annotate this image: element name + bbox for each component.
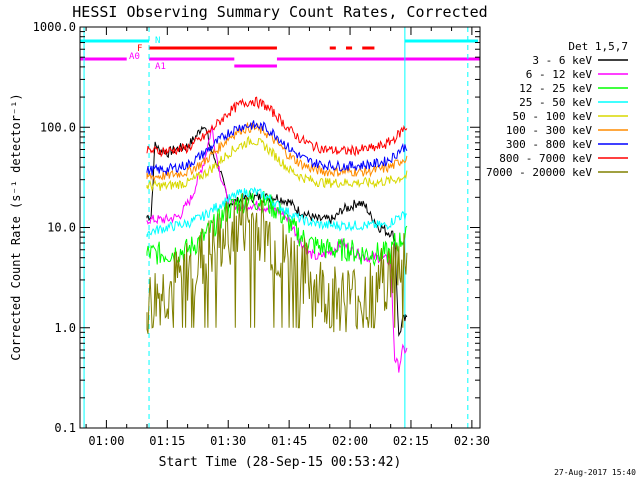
x-axis-label: Start Time (28-Sep-15 00:53:42) (159, 455, 402, 470)
series-line-3-6-kev (146, 125, 408, 338)
x-tick-label: 01:45 (271, 434, 307, 448)
legend-label: 12 - 25 keV (519, 82, 592, 95)
timestamp: 27-Aug-2017 15:40 (554, 468, 636, 477)
chart-title: HESSI Observing Summary Count Rates, Cor… (72, 3, 487, 21)
legend-label: 6 - 12 keV (526, 68, 593, 81)
series-line-12-25-kev (146, 190, 408, 267)
y-tick-label: 0.1 (54, 421, 76, 435)
x-tick-label: 01:30 (210, 434, 246, 448)
timebar-label-a1: A1 (155, 62, 166, 72)
legend-label: 7000 - 20000 keV (486, 166, 592, 179)
legend-title: Det 1,5,7 (568, 40, 628, 53)
series-line-300-800-kev (146, 120, 408, 176)
plot-frame (79, 26, 481, 429)
timebar-label-f: F (137, 44, 142, 54)
legend-label: 25 - 50 keV (519, 96, 592, 109)
series-line-7000-20000-kev (146, 192, 408, 334)
x-tick-label: 02:00 (332, 434, 368, 448)
legend-label: 100 - 300 keV (506, 124, 592, 137)
legend-label: 3 - 6 keV (532, 54, 592, 67)
x-tick-label: 02:15 (393, 434, 429, 448)
legend-label: 300 - 800 keV (506, 138, 592, 151)
legend-label: 50 - 100 keV (513, 110, 593, 123)
series-line-25-50-kev (146, 186, 408, 238)
series-line-800-7000-kev (146, 96, 408, 158)
series-line-50-100-kev (146, 135, 408, 192)
timebar-label-n: N (155, 36, 160, 46)
timebar-label-a0: A0 (129, 52, 140, 62)
x-tick-label: 02:30 (454, 434, 490, 448)
y-tick-label: 10.0 (47, 221, 76, 235)
y-tick-label: 100.0 (40, 120, 76, 134)
x-tick-label: 01:15 (149, 434, 185, 448)
y-tick-label: 1000.0 (33, 20, 76, 34)
y-axis-label: Corrected Count Rate (s⁻¹ detector⁻¹) (9, 93, 23, 360)
x-tick-label: 01:00 (88, 434, 124, 448)
legend-label: 800 - 7000 keV (499, 152, 592, 165)
y-tick-label: 1.0 (54, 321, 76, 335)
